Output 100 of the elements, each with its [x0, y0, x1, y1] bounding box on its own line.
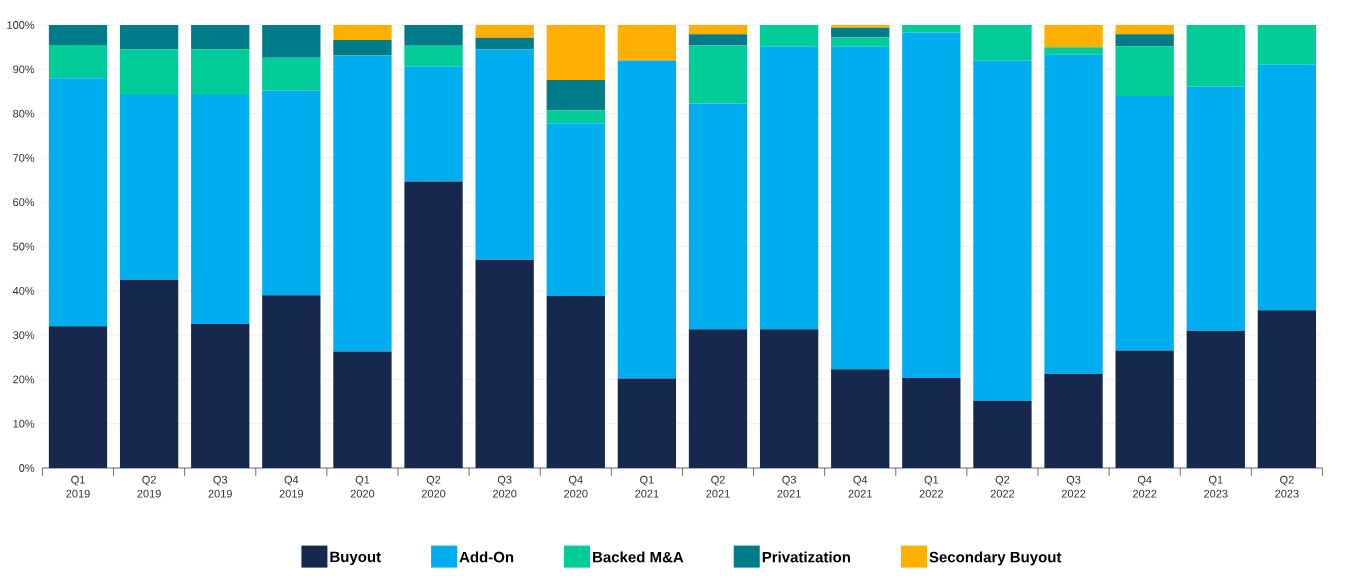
- bar: [48, 326, 108, 468]
- bar: [48, 44, 108, 79]
- x-tick-label: Q1 2023: [1204, 475, 1228, 498]
- bar: [191, 25, 250, 50]
- bar: [759, 329, 819, 468]
- bar: [48, 78, 108, 327]
- x-tick-label: Q4 2019: [279, 475, 304, 498]
- bar: [546, 25, 605, 80]
- bar: [1186, 86, 1245, 331]
- bar: [688, 103, 748, 330]
- bar: [902, 25, 961, 33]
- bar: [191, 94, 250, 325]
- bar: [333, 351, 392, 468]
- bar: [333, 55, 392, 352]
- bar: [119, 49, 179, 95]
- bar: [617, 378, 677, 468]
- bar: [902, 32, 961, 379]
- bar: [831, 27, 890, 38]
- bar: [973, 400, 1032, 468]
- x-tick-label: Q1 2019: [66, 475, 90, 498]
- bar: [688, 45, 748, 104]
- bar: [191, 324, 250, 468]
- bar: [759, 25, 819, 47]
- bar: [831, 25, 890, 28]
- x-tick-label: Q2 2020: [421, 475, 446, 498]
- bar: [1044, 47, 1103, 55]
- bar: [191, 49, 250, 95]
- bar: [1044, 25, 1103, 48]
- y-tick-label: 80%: [13, 109, 35, 118]
- y-tick-label: 100%: [7, 21, 35, 29]
- y-tick-label: 70%: [13, 154, 35, 162]
- x-tick-label: Q4 2021: [848, 475, 872, 498]
- bar: [759, 46, 819, 330]
- bar: [262, 90, 321, 296]
- x-tick-label: Q1 2020: [350, 475, 375, 498]
- bar: [119, 25, 179, 50]
- bar: [475, 49, 534, 260]
- bar: [546, 79, 605, 111]
- bar: [1186, 330, 1245, 468]
- bar: [333, 40, 392, 56]
- bar: [48, 25, 108, 45]
- bar: [688, 25, 748, 35]
- bar: [333, 25, 392, 41]
- bar: [1257, 310, 1317, 468]
- bar: [973, 60, 1032, 401]
- legend-label: Privatization: [762, 551, 851, 563]
- bar: [404, 181, 463, 468]
- y-tick-label: 40%: [12, 286, 35, 295]
- bar: [546, 296, 605, 468]
- bar: [119, 94, 179, 280]
- legend-label: Buyout: [330, 551, 381, 566]
- y-tick-label: 0%: [19, 464, 35, 472]
- bar: [902, 378, 961, 468]
- bar: [831, 46, 890, 370]
- bar: [1044, 374, 1103, 468]
- x-tick-label: Q2 2022: [990, 475, 1015, 498]
- x-tick-label: Q3 2021: [777, 475, 801, 498]
- bar: [404, 66, 463, 182]
- x-tick-label: Q1 2021: [635, 475, 659, 498]
- bar: [262, 25, 321, 58]
- bar: [617, 25, 677, 61]
- bar: [1044, 54, 1103, 375]
- bar: [1115, 34, 1174, 47]
- y-tick-label: 60%: [13, 198, 35, 207]
- legend-label: Backed M&A: [593, 551, 684, 563]
- legend-label: Secondary Buyout: [929, 551, 1062, 566]
- bar: [475, 37, 534, 50]
- bar: [262, 57, 321, 91]
- bar: [1115, 95, 1174, 351]
- x-tick-label: Q2 2019: [137, 475, 161, 498]
- y-tick-label: 90%: [13, 65, 35, 74]
- y-tick-label: 30%: [13, 331, 35, 339]
- bar: [262, 295, 321, 468]
- bar: [1115, 46, 1174, 96]
- x-tick-label: Q2 2021: [706, 475, 730, 498]
- x-tick-label: Q3 2019: [208, 475, 232, 498]
- x-tick-label: Q1 2022: [919, 475, 944, 498]
- bar: [546, 110, 605, 124]
- y-tick-label: 20%: [13, 375, 35, 384]
- bar: [546, 123, 605, 297]
- y-tick-label: 50%: [13, 242, 35, 251]
- bar: [831, 37, 890, 47]
- bar: [1186, 25, 1245, 87]
- bar: [1257, 64, 1317, 311]
- legend-label: Add-On: [459, 551, 514, 563]
- bar: [1257, 25, 1317, 65]
- bar: [1115, 25, 1174, 35]
- x-tick-label: Q4 2022: [1132, 475, 1157, 498]
- bar: [475, 259, 534, 468]
- x-tick-label: Q3 2022: [1061, 475, 1086, 498]
- x-tick-label: Q4 2020: [564, 475, 588, 498]
- bar: [1115, 350, 1174, 468]
- bar: [404, 45, 463, 67]
- bar: [831, 369, 890, 468]
- bar: [688, 329, 748, 468]
- x-tick-label: Q2 2023: [1275, 475, 1299, 498]
- x-tick-label: Q3 2020: [492, 475, 517, 498]
- bar: [617, 60, 677, 379]
- y-tick-label: 10%: [13, 419, 35, 428]
- bar: [973, 25, 1032, 61]
